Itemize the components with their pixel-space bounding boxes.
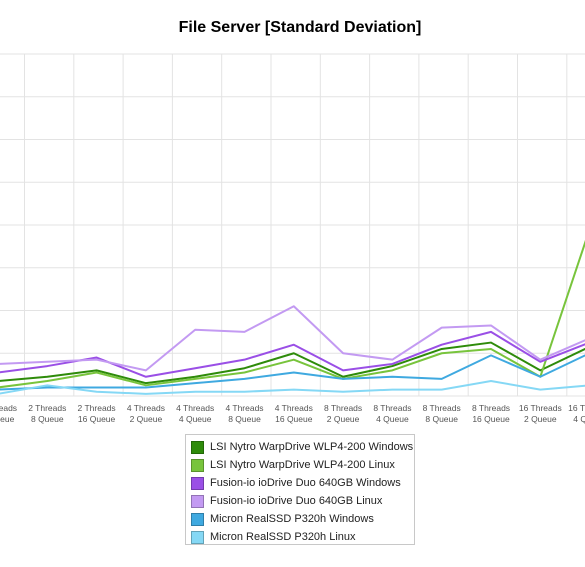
series-line — [0, 305, 585, 372]
x-tick-label: 2 Threads 8 Queue — [28, 403, 66, 424]
series-line — [0, 354, 585, 391]
legend-item: Micron RealSSD P320h Linux — [186, 528, 414, 546]
legend-label: LSI Nytro WarpDrive WLP4-200 Windows — [210, 441, 414, 453]
legend-swatch — [191, 476, 204, 490]
legend-label: Fusion-io ioDrive Duo 640GB Windows — [210, 477, 401, 489]
legend-swatch — [191, 458, 204, 472]
x-tick-label: 8 Threads 4 Queue — [373, 403, 411, 424]
legend-item: LSI Nytro WarpDrive WLP4-200 Linux — [186, 456, 414, 474]
x-tick-label: 4 Threads 2 Queue — [127, 403, 165, 424]
series-line — [0, 239, 585, 389]
x-tick-label: 8 Threads 16 Queue — [472, 403, 510, 424]
x-tick-label: 4 Threads 4 Queue — [176, 403, 214, 424]
legend-item: LSI Nytro WarpDrive WLP4-200 Windows — [186, 438, 414, 456]
legend-item: Fusion-io ioDrive Duo 640GB Windows — [186, 474, 414, 492]
chart-title: File Server [Standard Deviation] — [178, 19, 422, 36]
x-tick-label: 16 Threads 2 Queue — [519, 403, 562, 424]
legend-swatch — [191, 512, 204, 526]
legend-item: Micron RealSSD P320h Windows — [186, 510, 414, 528]
series-line — [0, 380, 585, 395]
grid — [0, 53, 585, 397]
legend-label: Micron RealSSD P320h Windows — [210, 513, 374, 525]
series-lines — [0, 239, 585, 395]
series-line — [0, 330, 585, 378]
series-line — [0, 341, 585, 385]
legend-label: Micron RealSSD P320h Linux — [210, 531, 356, 543]
legend-label: LSI Nytro WarpDrive WLP4-200 Linux — [210, 459, 395, 471]
x-tick-label: 4 Threads 16 Queue — [275, 403, 313, 424]
x-tick-label: 4 Threads 8 Queue — [225, 403, 263, 424]
x-tick-label: 2 Threads 16 Queue — [78, 403, 116, 424]
legend-item: Fusion-io ioDrive Duo 640GB Linux — [186, 492, 414, 510]
legend-swatch — [191, 440, 204, 454]
x-tick-label: 8 Threads 8 Queue — [423, 403, 461, 424]
legend-swatch — [191, 494, 204, 508]
x-tick-label: 8 Threads 2 Queue — [324, 403, 362, 424]
legend: LSI Nytro WarpDrive WLP4-200 Windows LSI … — [185, 434, 415, 545]
legend-label: Fusion-io ioDrive Duo 640GB Linux — [210, 495, 383, 507]
legend-swatch — [191, 530, 204, 544]
